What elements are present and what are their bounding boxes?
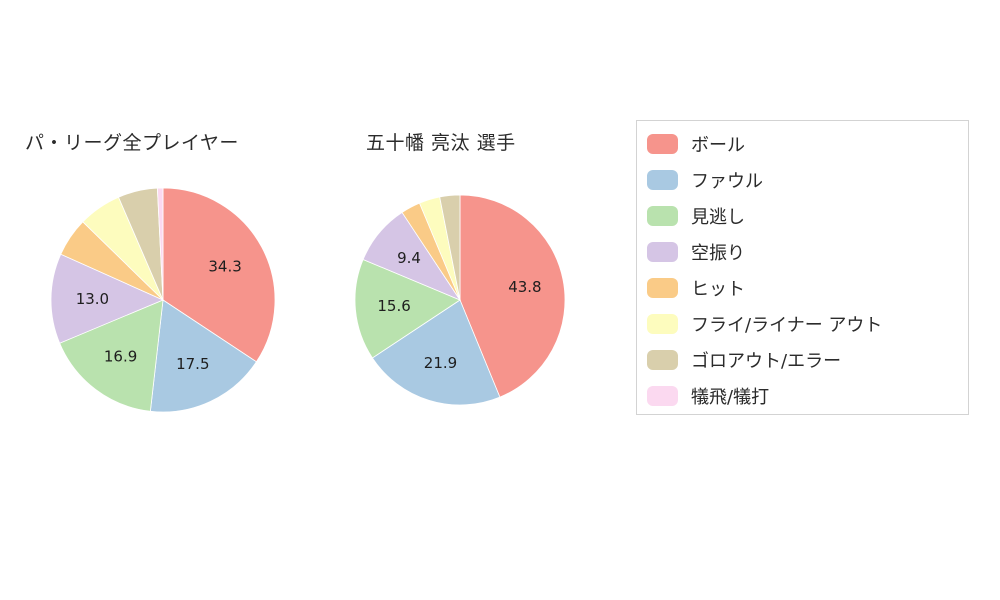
pie-chart-player: 43.8 21.9 15.6 9.4: [354, 194, 566, 406]
legend-swatch-foul: [647, 170, 678, 190]
legend-item: 空振り: [647, 234, 968, 270]
legend-swatch-sacrifice: [647, 386, 678, 406]
pie-slice-1: [371, 299, 501, 406]
legend-label: フライ/ライナー アウト: [691, 315, 883, 336]
legend-swatch-ground-out-error: [647, 350, 678, 370]
legend: ボール ファウル 見逃し 空振り ヒット フライ/ライナー アウト ゴロアウト/…: [636, 120, 969, 415]
legend-item: ゴロアウト/エラー: [647, 342, 968, 378]
legend-item: ファウル: [647, 162, 968, 198]
legend-swatch-fly-liner-out: [647, 314, 678, 334]
pie-slice-6: [439, 194, 461, 301]
slice-value-label: 13.0: [76, 290, 109, 308]
pie-slice-3: [50, 253, 165, 344]
slice-value-label: 34.3: [208, 258, 241, 276]
left-pie-title: パ・リーグ全プレイヤー: [25, 132, 239, 154]
legend-item: ヒット: [647, 270, 968, 306]
pie-chart-all-players: 34.3 17.5 16.9 13.0: [50, 187, 276, 413]
legend-swatch-called-strike: [647, 206, 678, 226]
legend-label: ヒット: [691, 279, 745, 300]
legend-label: 空振り: [691, 243, 745, 264]
legend-label: 見逃し: [691, 207, 745, 228]
slice-value-label: 15.6: [377, 297, 410, 315]
legend-item: 見逃し: [647, 198, 968, 234]
legend-label: ゴロアウト/エラー: [691, 351, 842, 372]
slice-value-label: 16.9: [104, 347, 137, 365]
slice-value-label: 43.8: [508, 278, 541, 296]
legend-item: フライ/ライナー アウト: [647, 306, 968, 342]
legend-swatch-swinging-strike: [647, 242, 678, 262]
pie-slice-1: [149, 299, 257, 413]
legend-item: 犠飛/犠打: [647, 378, 968, 414]
pie-slice-2: [59, 299, 164, 412]
legend-label: ボール: [691, 135, 745, 156]
slice-value-label: 17.5: [176, 355, 209, 373]
legend-swatch-hit: [647, 278, 678, 298]
pie-slice-2: [354, 258, 461, 359]
legend-label: 犠飛/犠打: [691, 387, 770, 408]
legend-swatch-ball: [647, 134, 678, 154]
pie-slice-7: [156, 187, 164, 301]
right-pie-title: 五十幡 亮汰 選手: [366, 132, 516, 154]
legend-item: ボール: [647, 126, 968, 162]
slice-value-label: 9.4: [397, 249, 421, 267]
pie-slice-0: [459, 194, 566, 398]
legend-label: ファウル: [691, 171, 763, 192]
slice-value-label: 21.9: [424, 354, 457, 372]
